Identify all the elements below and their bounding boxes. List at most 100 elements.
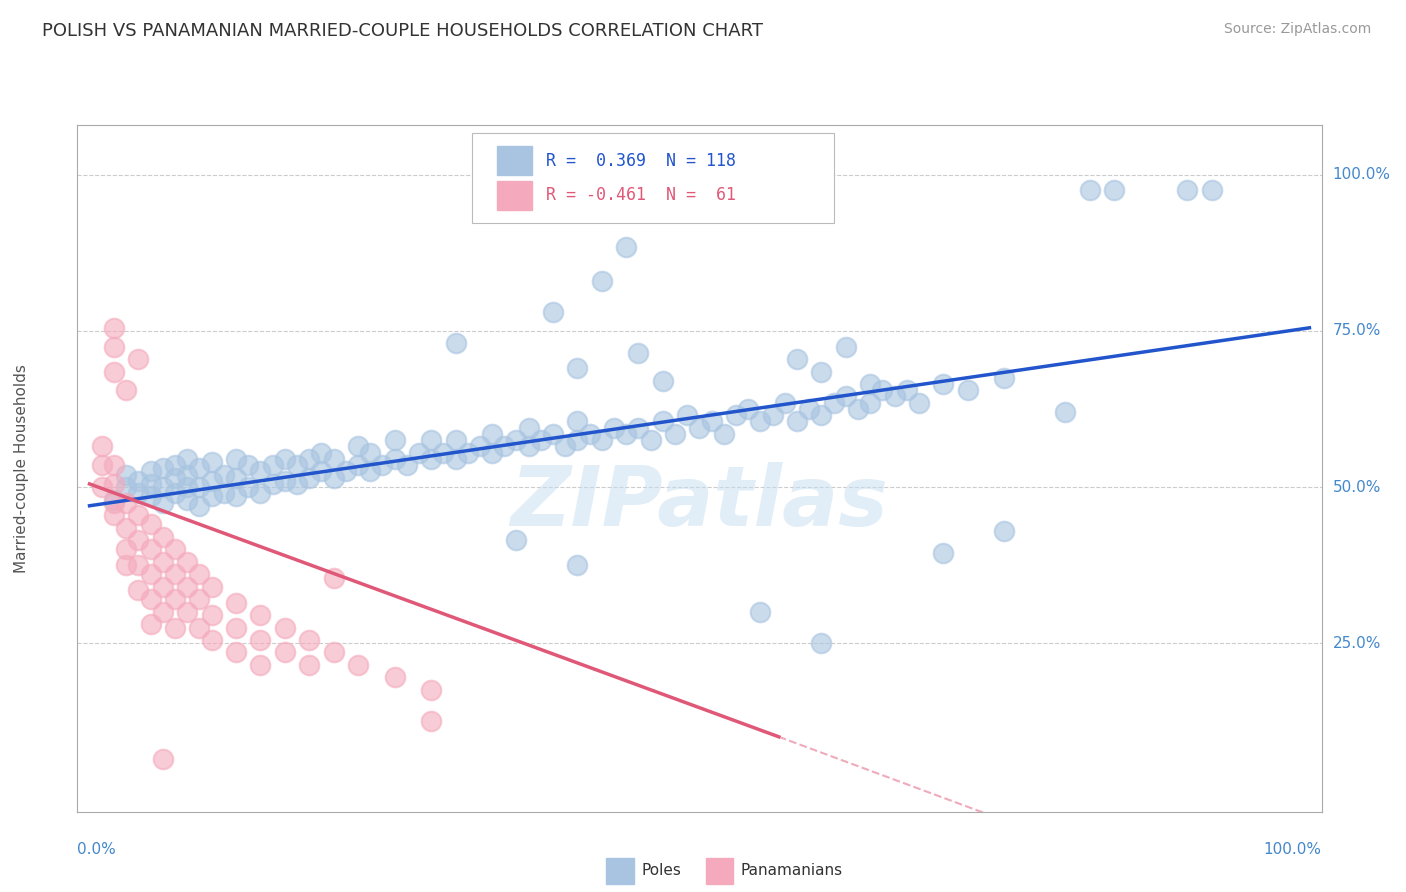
Point <box>749 605 772 619</box>
Point <box>176 451 198 466</box>
Point <box>908 396 931 410</box>
Point <box>285 476 308 491</box>
Point <box>200 633 222 648</box>
Point <box>494 440 516 454</box>
Point <box>322 646 344 660</box>
FancyBboxPatch shape <box>706 858 733 884</box>
Point <box>651 414 673 429</box>
Point <box>725 409 748 423</box>
Point <box>762 409 785 423</box>
Point <box>200 455 222 469</box>
Point <box>614 240 637 254</box>
Point <box>835 340 858 354</box>
Point <box>176 580 198 594</box>
Point <box>103 496 125 510</box>
Point <box>1177 184 1199 198</box>
Text: R =  0.369  N = 118: R = 0.369 N = 118 <box>547 152 737 169</box>
Point <box>225 489 247 503</box>
Point <box>517 421 540 435</box>
Text: R = -0.461  N =  61: R = -0.461 N = 61 <box>547 186 737 204</box>
Point <box>859 376 882 391</box>
Text: 75.0%: 75.0% <box>1333 324 1381 338</box>
FancyBboxPatch shape <box>472 133 834 223</box>
Point <box>1054 405 1077 419</box>
Text: Panamanians: Panamanians <box>741 863 842 878</box>
Point <box>274 451 297 466</box>
Point <box>384 434 406 448</box>
Point <box>541 427 564 442</box>
Text: 100.0%: 100.0% <box>1264 842 1322 857</box>
Point <box>188 461 211 475</box>
Point <box>115 542 138 557</box>
Point <box>1201 184 1223 198</box>
Point <box>176 605 198 619</box>
Point <box>993 371 1015 385</box>
Point <box>311 464 333 478</box>
Point <box>249 658 271 673</box>
Point <box>932 376 955 391</box>
Point <box>578 427 600 442</box>
Point <box>614 427 637 442</box>
Point <box>810 636 832 650</box>
Point <box>541 305 564 319</box>
Point <box>359 445 381 460</box>
Point <box>249 486 271 500</box>
Point <box>236 480 259 494</box>
Point <box>176 555 198 569</box>
Text: 25.0%: 25.0% <box>1333 636 1381 650</box>
Point <box>285 458 308 473</box>
Point <box>115 467 138 482</box>
Point <box>835 389 858 403</box>
Point <box>163 592 186 607</box>
Point <box>90 480 112 494</box>
Point <box>225 596 247 610</box>
Point <box>115 384 138 398</box>
Point <box>188 480 211 494</box>
Point <box>274 646 297 660</box>
Point <box>627 346 650 360</box>
Point <box>176 480 198 494</box>
Point <box>127 558 149 573</box>
Point <box>225 451 247 466</box>
Point <box>384 451 406 466</box>
Text: Married-couple Households: Married-couple Households <box>14 364 30 573</box>
Point <box>567 414 589 429</box>
Point <box>249 464 271 478</box>
Point <box>737 401 759 416</box>
Point <box>591 434 613 448</box>
Point <box>90 458 112 473</box>
Point <box>163 458 186 473</box>
Text: Source: ZipAtlas.com: Source: ZipAtlas.com <box>1223 22 1371 37</box>
Point <box>676 409 699 423</box>
Point <box>408 445 430 460</box>
Point <box>225 621 247 635</box>
Point <box>103 340 125 354</box>
Point <box>640 434 662 448</box>
Point <box>200 580 222 594</box>
Point <box>823 396 845 410</box>
Point <box>90 440 112 454</box>
Point <box>627 421 650 435</box>
Point <box>298 451 321 466</box>
Point <box>457 445 479 460</box>
Point <box>103 508 125 523</box>
Point <box>420 434 443 448</box>
Point <box>152 555 174 569</box>
Point <box>127 583 149 598</box>
Point <box>176 467 198 482</box>
Point <box>188 592 211 607</box>
Point <box>956 384 979 398</box>
Point <box>651 374 673 388</box>
Point <box>700 414 723 429</box>
Point <box>152 580 174 594</box>
Point <box>163 567 186 582</box>
Point <box>152 496 174 510</box>
Point <box>152 605 174 619</box>
Point <box>859 396 882 410</box>
Point <box>347 440 370 454</box>
Point <box>883 389 905 403</box>
Point <box>163 542 186 557</box>
Point <box>139 489 162 503</box>
Point <box>505 434 527 448</box>
Point <box>517 440 540 454</box>
